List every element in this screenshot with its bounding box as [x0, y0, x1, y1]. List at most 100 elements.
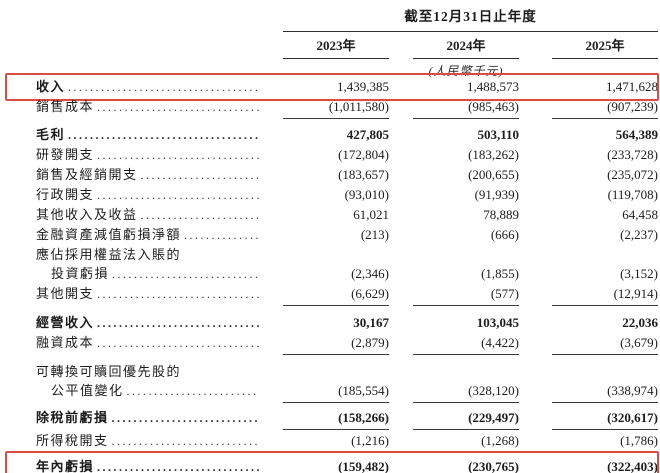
table-row-other-income: 其他收入及收益 61,021 78,889 64,458: [36, 205, 658, 225]
dot-leader: [112, 265, 259, 284]
value-2025: (12,914): [552, 284, 658, 306]
table-row-admin-expenses: 行政開支 (93,010) (91,939) (119,708): [36, 185, 658, 205]
dot-leader: [141, 166, 259, 185]
table-row-loss-for-year: 年內虧損 (159,482) (230,765) (322,403): [5, 451, 659, 473]
value-2023: (2,346): [351, 266, 389, 281]
table-row-rd-expenses: 研發開支 (172,804) (183,262) (233,728): [36, 145, 658, 165]
row-label-text: 除稅前虧損: [36, 410, 109, 425]
value-2024: (229,497): [413, 408, 519, 430]
row-label: 其他開支: [36, 284, 283, 304]
value-2025: 22,036: [622, 315, 658, 330]
value-2025: 1,471,628: [606, 79, 658, 94]
value-2025: (3,152): [620, 266, 658, 281]
row-label-text: 經營收入: [36, 315, 95, 330]
row-label-text: 投資虧損: [51, 266, 110, 281]
row-label: 研發開支: [36, 145, 283, 165]
value-2024: 503,110: [477, 127, 519, 142]
row-label: 金融資產減值虧損淨額: [36, 225, 283, 245]
row-label-text: 金融資產減值虧損淨額: [36, 227, 182, 242]
value-2024: (230,765): [413, 457, 519, 473]
dot-leader: [68, 78, 259, 97]
dot-leader: [68, 126, 259, 145]
row-label: 應佔採用權益法入賬的: [36, 245, 283, 264]
row-label-text: 行政開支: [36, 187, 95, 202]
row-label: 年內虧損: [36, 457, 283, 473]
table-header: 截至12月31日止年度 2023年 2024年 2025年 (人民幣千元): [283, 5, 658, 79]
table-row-selling-distribution: 銷售及經銷開支 (183,657) (200,655) (235,072): [36, 165, 658, 185]
row-label: 可轉換可贖回優先股的: [36, 362, 283, 381]
dot-leader: [184, 226, 259, 245]
row-label-text: 融資成本: [36, 335, 95, 350]
value-2023: (213): [360, 227, 389, 242]
dot-leader: [127, 382, 259, 401]
table-row-operating-income: 經營收入 30,167 103,045 22,036: [36, 313, 658, 333]
value-2024: (4,422): [413, 333, 519, 355]
table-row-other-expenses: 其他開支 (6,629) (577) (12,914): [36, 284, 658, 306]
row-label: 除稅前虧損: [36, 408, 283, 428]
row-label-text: 毛利: [36, 127, 66, 142]
value-2023: (158,266): [283, 408, 389, 430]
table-row-loss-before-tax: 除稅前虧損 (158,266) (229,497) (320,617): [36, 408, 658, 430]
value-2025: (3,679): [552, 333, 658, 355]
year-header-2023: 2023年: [283, 35, 389, 59]
dot-leader: [112, 432, 259, 451]
statement-rows: 收入 1,439,385 1,488,573 1,471,628 銷售成本 (1…: [5, 73, 659, 473]
dot-leader: [97, 334, 259, 353]
value-2023: (1,216): [283, 431, 389, 453]
value-2025: 64,458: [622, 207, 658, 222]
table-row-impairment-losses: 金融資產減值虧損淨額 (213) (666) (2,237): [36, 225, 658, 245]
value-2024: 103,045: [476, 315, 519, 330]
row-label-text: 應佔採用權益法入賬的: [36, 247, 182, 262]
table-row-fair-value-changes: 公平值變化 (185,554) (328,120) (338,974): [36, 381, 658, 403]
value-2024: (1,268): [413, 431, 519, 453]
row-label-text: 銷售成本: [36, 99, 95, 114]
value-2024: (577): [413, 284, 519, 306]
value-2023: (183,657): [338, 167, 389, 182]
value-2025: (233,728): [607, 147, 658, 162]
value-2025: (1,786): [552, 431, 658, 453]
value-2023: (2,879): [283, 333, 389, 355]
value-2023: 61,021: [353, 207, 389, 222]
row-label-text: 所得稅開支: [36, 433, 109, 448]
value-2023: 1,439,385: [337, 79, 389, 94]
row-label: 融資成本: [36, 333, 283, 353]
row-label: 毛利: [36, 125, 283, 145]
value-2023: (185,554): [283, 381, 389, 403]
value-2024: (666): [490, 227, 519, 242]
table-row-preferred-shares-caption: 可轉換可贖回優先股的: [36, 362, 658, 381]
dot-leader: [141, 206, 259, 225]
value-2025: (338,974): [552, 381, 658, 403]
row-label-text: 研發開支: [36, 147, 95, 162]
row-label-text: 可轉換可贖回優先股的: [36, 364, 182, 379]
value-2023: 30,167: [353, 315, 389, 330]
dot-leader: [97, 458, 259, 473]
dot-leader: [97, 146, 259, 165]
value-2025: (235,072): [607, 167, 658, 182]
dot-leader: [112, 409, 259, 428]
table-row-investment-losses: 投資虧損 (2,346) (1,855) (3,152): [36, 264, 658, 284]
row-label-text: 其他收入及收益: [36, 207, 138, 222]
row-label: 經營收入: [36, 313, 283, 333]
value-2025: (2,237): [620, 227, 658, 242]
row-label: 行政開支: [36, 185, 283, 205]
row-label: 收入: [36, 77, 283, 97]
value-2024: (985,463): [413, 97, 519, 119]
row-label-text: 公平值變化: [51, 383, 124, 398]
value-2025: 564,389: [615, 127, 658, 142]
row-label: 公平值變化: [36, 381, 283, 401]
table-row-revenue: 收入 1,439,385 1,488,573 1,471,628: [5, 73, 659, 101]
dot-leader: [97, 285, 259, 304]
period-title: 截至12月31日止年度: [283, 5, 658, 32]
year-header-2025: 2025年: [552, 35, 658, 59]
table-row-cost-of-sales: 銷售成本 (1,011,580) (985,463) (907,239): [36, 97, 658, 119]
row-label: 銷售成本: [36, 97, 283, 117]
table-row-equity-method-caption: 應佔採用權益法入賬的: [36, 245, 658, 264]
value-2024: 1,488,573: [467, 79, 519, 94]
year-header-2024: 2024年: [413, 35, 519, 59]
year-header-row: 2023年 2024年 2025年: [283, 35, 658, 59]
value-2024: (183,262): [468, 147, 519, 162]
value-2023: (6,629): [283, 284, 389, 306]
value-2023: 427,805: [346, 127, 389, 142]
value-2024: (200,655): [468, 167, 519, 182]
